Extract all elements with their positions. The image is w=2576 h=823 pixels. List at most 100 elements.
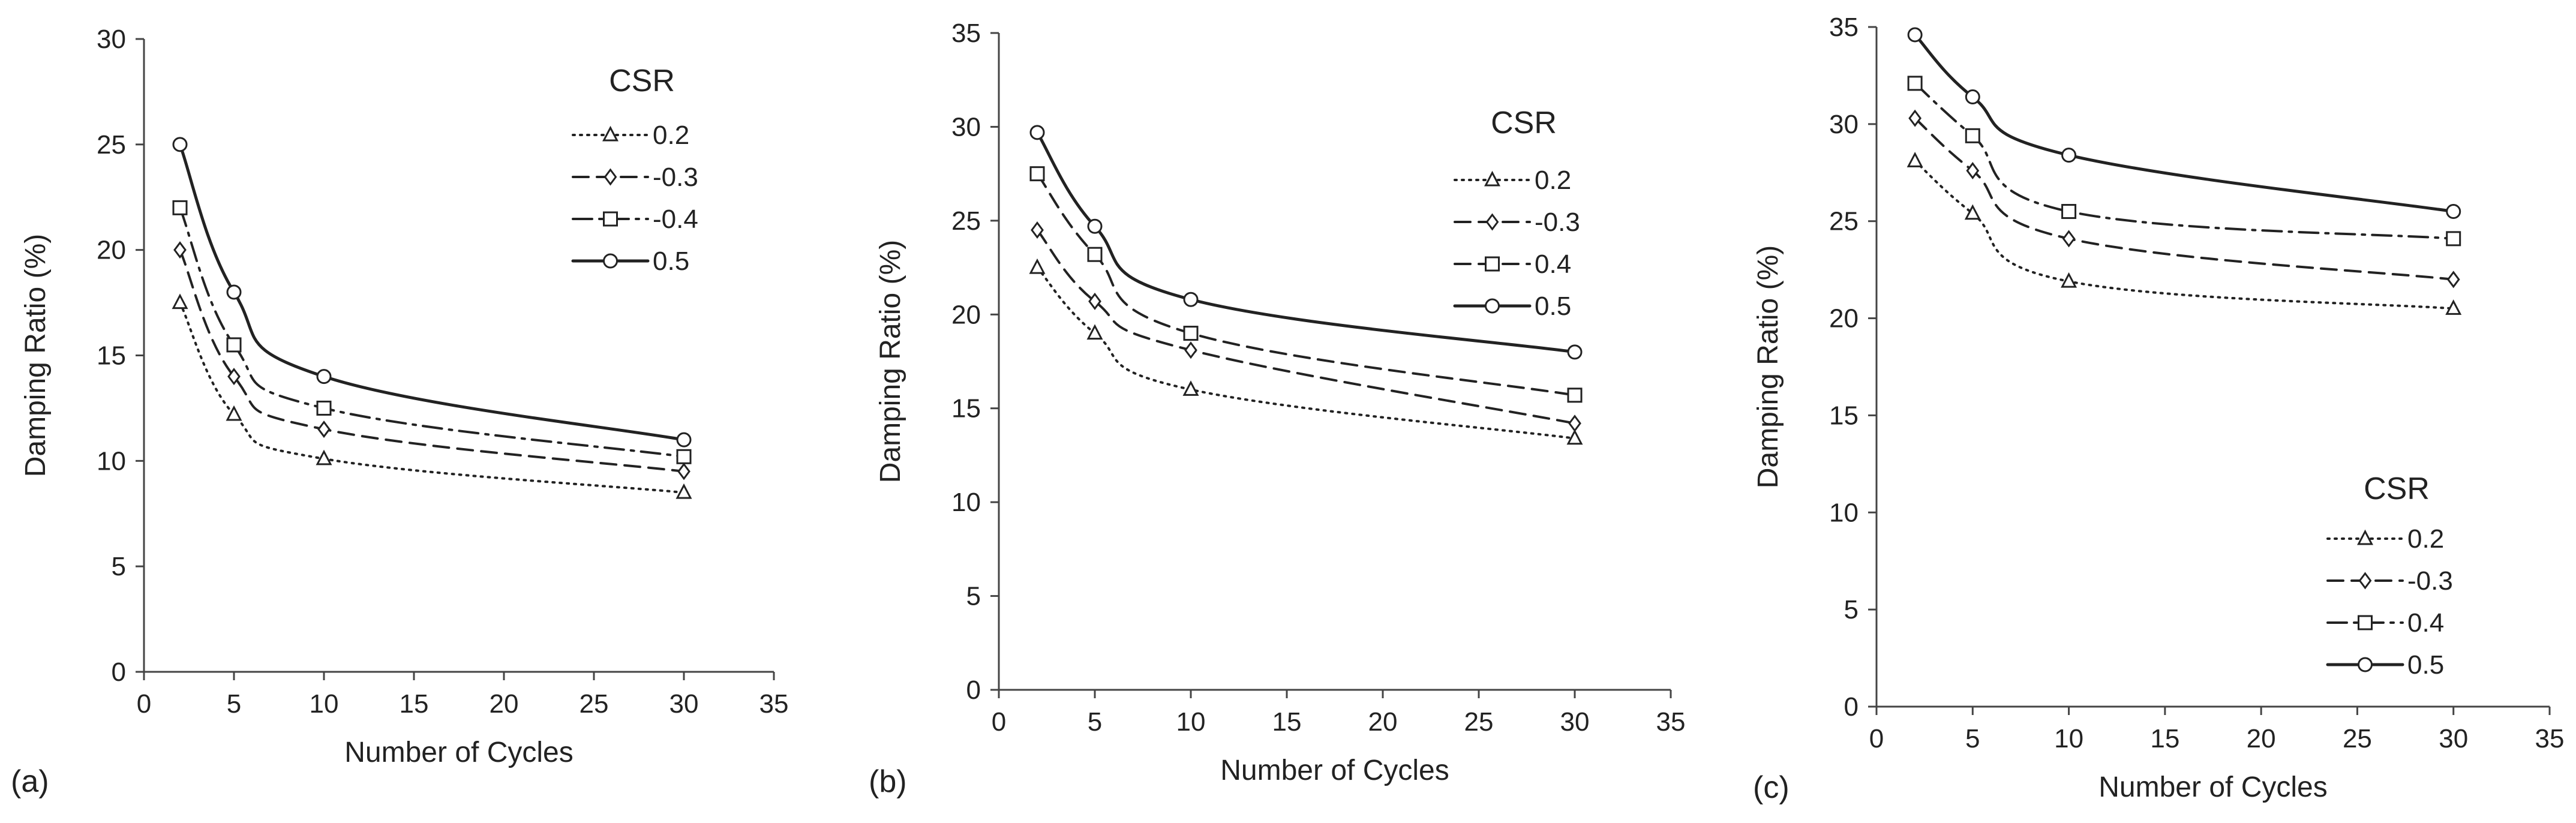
data-point-csr-0.3	[1908, 109, 1922, 127]
legend-label: -0.3	[1535, 208, 1580, 237]
y-tick-label: 10	[1829, 498, 1859, 527]
data-point-csr-0.4	[1965, 128, 1980, 143]
y-tick-label: 20	[1829, 304, 1859, 334]
series-line-csr-0.2	[179, 301, 685, 494]
data-point-csr-0.5	[316, 369, 332, 385]
panel-label: (c)	[1753, 770, 1790, 805]
data-point-csr-0.2	[2445, 299, 2462, 315]
legend-marker	[604, 168, 617, 186]
x-axis-title: Number of Cycles	[2098, 771, 2327, 803]
data-point-csr-0.2	[2061, 272, 2077, 288]
legend: CSR 0.2 -0.3 -0.4 0.5	[571, 64, 698, 276]
legend: CSR 0.2 -0.3 0.4 0.5	[2326, 471, 2453, 680]
legend-title: CSR	[609, 64, 675, 98]
data-point-csr-0.4	[1183, 326, 1199, 341]
y-tick-label: 10	[97, 446, 126, 476]
legend-label: -0.4	[653, 205, 698, 234]
data-point-csr-0.5	[1907, 27, 1923, 43]
x-tick-label: 0	[1869, 724, 1884, 753]
x-tick-label: 5	[227, 689, 241, 719]
y-tick-label: 15	[97, 341, 126, 371]
series-line-csr-0.2	[1036, 266, 1576, 440]
data-point-csr-0.4	[1567, 388, 1583, 403]
series-line-csr-0.4	[1914, 82, 2455, 240]
chart-panel-3: 0 5 10 15 20 25 30 35 0 5 10 15 20 25 30 35 Number of Cy…	[1752, 13, 2564, 805]
legend-marker	[2358, 615, 2373, 630]
legend-marker	[1485, 256, 1500, 272]
legend-marker	[603, 211, 618, 227]
x-tick-label: 35	[2535, 724, 2565, 753]
y-tick-label: 15	[951, 394, 981, 423]
data-point-csr-0.3	[1966, 162, 1980, 180]
legend-title: CSR	[2364, 471, 2430, 506]
data-point-csr-0.4	[1087, 247, 1103, 262]
data-point-csr-0.4	[172, 200, 188, 215]
x-tick-label: 5	[1088, 707, 1102, 737]
x-tick-label: 0	[137, 689, 151, 719]
panel-label: (b)	[869, 764, 907, 799]
legend-title: CSR	[1491, 106, 1557, 140]
chart-panel-2: 0 5 10 15 20 25 30 35 0 5 10 15 20 25 30 35 Number of Cy…	[869, 19, 1685, 799]
legend-label: -0.3	[653, 163, 698, 192]
x-tick-label: 10	[2054, 724, 2083, 753]
data-point-csr-0.5	[2061, 148, 2077, 163]
legend-marker	[1485, 298, 1500, 314]
y-axis-title: Damping Ratio (%)	[1752, 245, 1784, 488]
x-tick-label: 10	[1176, 707, 1206, 737]
x-tick-label: 15	[1272, 707, 1302, 737]
x-tick-label: 20	[1368, 707, 1398, 737]
legend: CSR 0.2 -0.3 0.4 0.5	[1453, 106, 1580, 321]
data-point-csr-0.3	[173, 241, 187, 259]
legend-label: 0.5	[2407, 650, 2444, 680]
data-point-csr-0.4	[676, 449, 692, 464]
data-point-csr-0.2	[172, 293, 188, 310]
x-tick-label: 25	[2343, 724, 2372, 753]
legend-label: 0.4	[2407, 608, 2444, 638]
legend-marker	[2357, 529, 2373, 545]
legend-marker	[2358, 572, 2372, 590]
y-tick-label: 30	[1829, 110, 1859, 139]
x-tick-label: 15	[400, 689, 429, 719]
data-point-csr-0.5	[1567, 344, 1583, 360]
y-tick-label: 10	[951, 488, 981, 517]
y-tick-label: 30	[951, 112, 981, 142]
legend-label: 0.2	[653, 121, 689, 150]
x-axis-title: Number of Cycles	[1220, 755, 1449, 786]
panel-label: (a)	[11, 764, 49, 799]
legend-marker	[602, 125, 619, 142]
data-point-csr-0.3	[677, 462, 690, 480]
data-point-csr-0.4	[2061, 204, 2077, 220]
x-tick-label: 5	[1965, 724, 1980, 753]
x-tick-label: 35	[1656, 707, 1686, 737]
y-tick-label: 25	[951, 206, 981, 236]
data-point-csr-0.3	[2062, 230, 2076, 248]
x-tick-label: 30	[1560, 707, 1590, 737]
series-line-csr-0.2	[1914, 160, 2455, 310]
x-tick-label: 30	[669, 689, 699, 719]
data-point-csr-0.3	[2446, 271, 2460, 289]
data-point-csr-0.2	[1566, 429, 1583, 445]
x-tick-label: 20	[490, 689, 519, 719]
data-point-csr-0.2	[1964, 204, 1981, 220]
series-line-csr-0.3	[1914, 117, 2455, 281]
y-tick-label: 30	[97, 25, 126, 54]
series-line-csr-0.3	[179, 248, 685, 473]
y-tick-label: 0	[112, 657, 126, 687]
data-point-csr-0.5	[2446, 204, 2461, 220]
x-tick-label: 10	[310, 689, 339, 719]
data-point-csr-0.3	[317, 420, 331, 438]
y-tick-label: 35	[1829, 13, 1859, 42]
legend-label: 0.5	[1535, 292, 1571, 321]
data-point-csr-0.2	[1029, 258, 1046, 274]
series-line-csr-0.5	[1913, 33, 2455, 214]
y-tick-label: 5	[1844, 595, 1859, 624]
data-point-csr-0.3	[1088, 292, 1101, 310]
legend-label: 0.2	[2407, 524, 2444, 554]
data-point-csr-0.2	[675, 483, 692, 499]
data-point-csr-0.3	[1031, 221, 1044, 239]
legend-label: 0.5	[653, 247, 689, 276]
y-axis-title: Damping Ratio (%)	[20, 234, 52, 477]
legend-marker	[1485, 213, 1499, 231]
data-point-csr-0.3	[1184, 341, 1197, 359]
y-tick-label: 25	[97, 130, 126, 160]
